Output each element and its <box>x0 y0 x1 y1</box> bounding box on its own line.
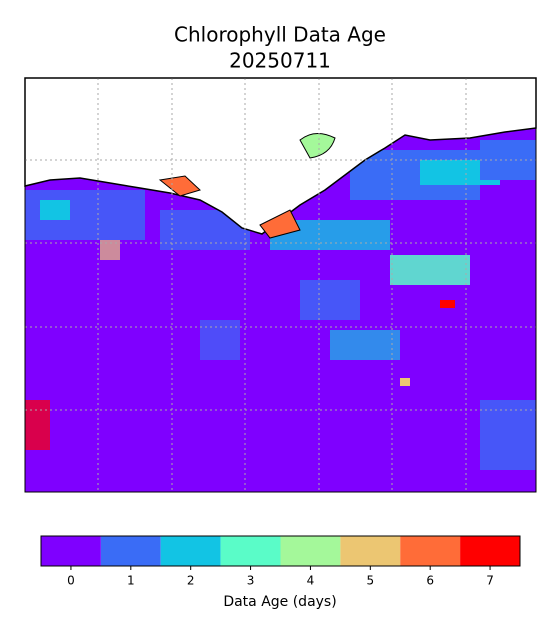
data-patches <box>25 140 536 470</box>
tick-label: 2 <box>187 574 195 588</box>
tick-label: 3 <box>247 574 255 588</box>
colorbar-frame <box>40 535 521 567</box>
map-frame <box>24 77 537 493</box>
color-swatch <box>400 536 461 566</box>
colorbar: 0 1 2 3 4 5 6 7 <box>40 535 521 588</box>
tick-label: 4 <box>307 574 315 588</box>
color-swatch <box>220 536 281 566</box>
colorbar-label: Data Age (days) <box>223 594 336 610</box>
title: Chlorophyll Data Age <box>174 23 386 47</box>
tick-label: 0 <box>67 574 75 588</box>
tick-label: 6 <box>426 574 434 588</box>
color-swatch <box>460 536 520 566</box>
map <box>24 77 537 493</box>
grid <box>25 78 536 492</box>
tick-label: 1 <box>127 574 135 588</box>
color-swatch <box>41 536 101 566</box>
color-swatch <box>160 536 221 566</box>
tick-label: 5 <box>366 574 374 588</box>
coastal-patches <box>158 175 301 239</box>
lake <box>299 133 336 159</box>
color-swatch <box>280 536 341 566</box>
title-date: 20250711 <box>229 49 331 73</box>
color-swatch <box>100 536 161 566</box>
tick-label: 7 <box>486 574 494 588</box>
color-swatch <box>340 536 401 566</box>
